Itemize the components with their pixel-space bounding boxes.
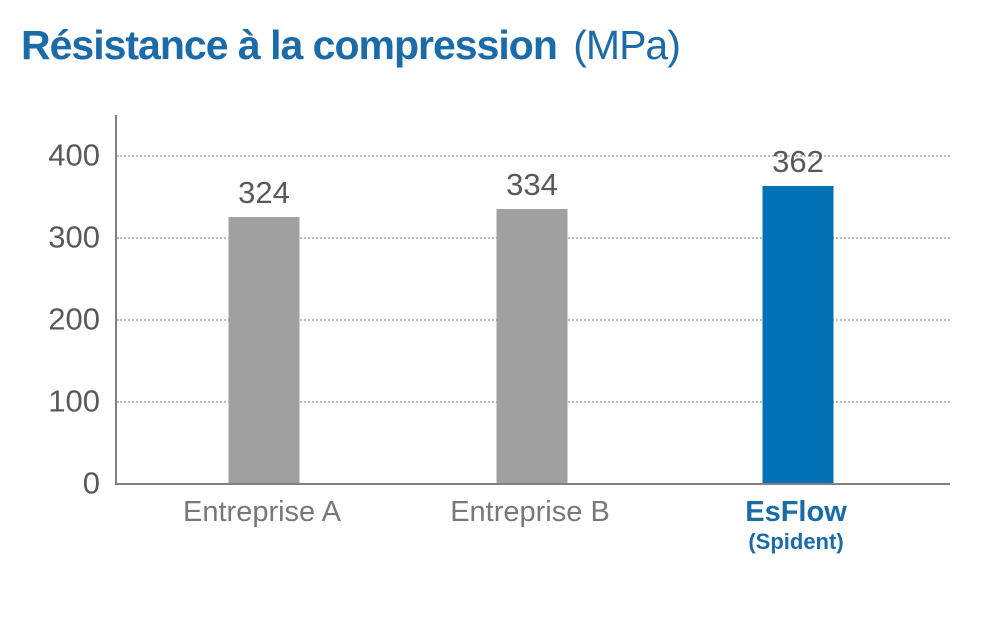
- bar-value-label: 334: [506, 167, 558, 202]
- x-label-text: Entreprise A: [183, 496, 341, 528]
- chart-title-main: Résistance à la compression: [21, 22, 558, 68]
- gridline-400: [117, 155, 950, 157]
- bar-entreprise-b: [496, 209, 568, 483]
- bar-esflow: [762, 186, 834, 483]
- y-tick-300: 300: [48, 219, 100, 255]
- bar-value-label: 362: [772, 144, 824, 179]
- chart-title-units: (MPa): [573, 22, 681, 68]
- y-tick-100: 100: [48, 383, 100, 419]
- x-label-esflow: EsFlow (Spident): [745, 496, 847, 554]
- x-label-text: Entreprise B: [450, 496, 610, 528]
- y-tick-0: 0: [82, 465, 100, 501]
- x-label-text: EsFlow: [745, 496, 847, 528]
- bar-value-label: 324: [238, 175, 290, 210]
- y-tick-200: 200: [48, 301, 100, 337]
- plot-area: 324 334 362: [115, 115, 950, 485]
- chart-title: Résistance à la compression (MPa): [21, 22, 681, 69]
- x-sublabel-spident: (Spident): [748, 528, 844, 554]
- x-label-entreprise-b: Entreprise B: [450, 496, 610, 529]
- y-axis-labels: 400 300 200 100 0: [0, 115, 100, 499]
- bar-entreprise-a: [228, 217, 300, 483]
- y-tick-400: 400: [48, 137, 100, 173]
- x-label-entreprise-a: Entreprise A: [183, 496, 341, 529]
